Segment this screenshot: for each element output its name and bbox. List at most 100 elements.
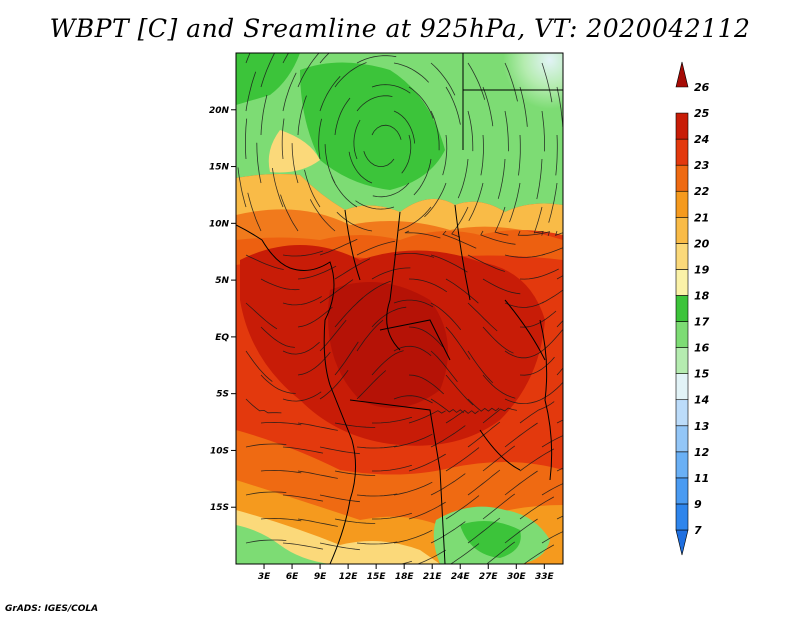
- colorbar-label: 7: [694, 524, 702, 537]
- streamline: [430, 110, 440, 151]
- streamline: [245, 443, 287, 448]
- streamline: [356, 445, 398, 449]
- colorbar-box: [675, 451, 689, 479]
- streamline: [393, 433, 433, 448]
- y-axis: 20N 15N 10N 5N EQ 5S 10S 15S: [209, 106, 236, 513]
- streamline: [297, 470, 338, 479]
- streamline: [261, 566, 301, 569]
- x-tick-label: 21E: [423, 572, 443, 582]
- wbpt-fill-15: [430, 53, 563, 193]
- x-tick-label: 24E: [451, 572, 471, 582]
- streamline: [486, 541, 516, 564]
- colorbar-label: 15: [694, 368, 710, 381]
- streamline: [480, 134, 484, 176]
- streamline: [334, 62, 367, 88]
- colorbar: 7 9 11 12 13 14 15 16 17 18 19 20 21 22 23 24 25 26: [675, 61, 710, 556]
- streamline: [541, 381, 563, 400]
- streamline: [504, 253, 546, 258]
- streamline: [467, 398, 500, 412]
- colorbar-box: [675, 295, 689, 322]
- x-tick-label: 12E: [339, 572, 359, 582]
- streamline: [331, 176, 358, 208]
- streamline: [408, 374, 444, 395]
- streamline: [393, 529, 433, 544]
- streamline: [319, 542, 360, 551]
- streamline: [554, 230, 563, 236]
- streamline: [260, 517, 302, 522]
- colorbar-box: [675, 269, 689, 296]
- wbpt-fill-17-sw: [236, 525, 330, 564]
- streamline: [536, 158, 543, 200]
- colorbar-label: 14: [694, 394, 709, 407]
- streamline: [393, 110, 416, 144]
- streamline: [467, 469, 501, 496]
- y-tick-label: 15N: [209, 163, 230, 173]
- streamline: [304, 169, 321, 208]
- x-tick-label: 27E: [479, 572, 499, 582]
- streamline: [519, 401, 555, 424]
- streamline: [556, 86, 563, 128]
- streamline: [393, 62, 429, 83]
- streamline: [445, 409, 479, 424]
- streamline: [399, 560, 413, 564]
- streamline: [282, 446, 324, 454]
- streamline: [363, 151, 395, 167]
- streamline: [494, 206, 509, 236]
- streamline: [297, 352, 331, 376]
- streamline: [445, 278, 479, 304]
- streamline: [541, 247, 563, 256]
- streamline: [445, 86, 461, 125]
- streamline: [504, 470, 538, 496]
- streamline: [408, 278, 448, 293]
- wbpt-fill-18: [300, 62, 445, 190]
- streamline: [372, 182, 410, 198]
- streamline: [371, 267, 411, 280]
- streamline: [256, 142, 262, 184]
- streamline: [356, 493, 398, 497]
- streamline: [260, 53, 276, 88]
- streamline: [504, 422, 538, 448]
- streamline: [372, 512, 413, 520]
- streamline: [467, 62, 486, 100]
- streamline: [504, 301, 545, 308]
- streamline: [334, 341, 359, 376]
- colorbar-label: 26: [694, 81, 710, 94]
- streamline: [404, 230, 441, 239]
- streamline: [282, 72, 297, 112]
- streamline: [519, 268, 559, 280]
- streamline: [416, 549, 446, 564]
- streamline: [482, 278, 521, 295]
- streamline: [519, 496, 555, 520]
- streamline: [519, 310, 557, 328]
- streamline: [319, 446, 360, 455]
- streamline: [353, 119, 361, 160]
- streamline: [555, 134, 558, 176]
- streamline: [467, 421, 501, 448]
- streamline: [280, 194, 299, 232]
- streamline: [480, 230, 516, 245]
- colorbar-box: [675, 373, 689, 401]
- streamline: [371, 350, 404, 376]
- streamline: [297, 95, 307, 136]
- streamline: [408, 326, 444, 348]
- streamline: [356, 319, 384, 352]
- country-borders: [344, 53, 563, 564]
- streamline: [282, 494, 324, 502]
- x-tick-label: 30E: [507, 572, 527, 582]
- streamline: [247, 192, 262, 232]
- colorbar-box: [675, 425, 689, 453]
- streamline: [523, 544, 555, 564]
- streamline: [467, 110, 474, 152]
- streamline: [482, 374, 516, 399]
- streamline: [504, 110, 509, 152]
- streamline: [336, 211, 373, 232]
- streamline: [541, 435, 563, 448]
- streamline: [548, 182, 558, 223]
- streamline: [408, 86, 434, 119]
- streamline: [556, 367, 563, 376]
- wbpt-fill-18-nw: [236, 53, 300, 105]
- streamline: [517, 230, 551, 237]
- streamline: [504, 62, 518, 102]
- streamline: [334, 422, 376, 428]
- x-axis: 3E 6E 9E 12E 15E 18E 21E 24E 27E 30E 33E: [258, 564, 554, 582]
